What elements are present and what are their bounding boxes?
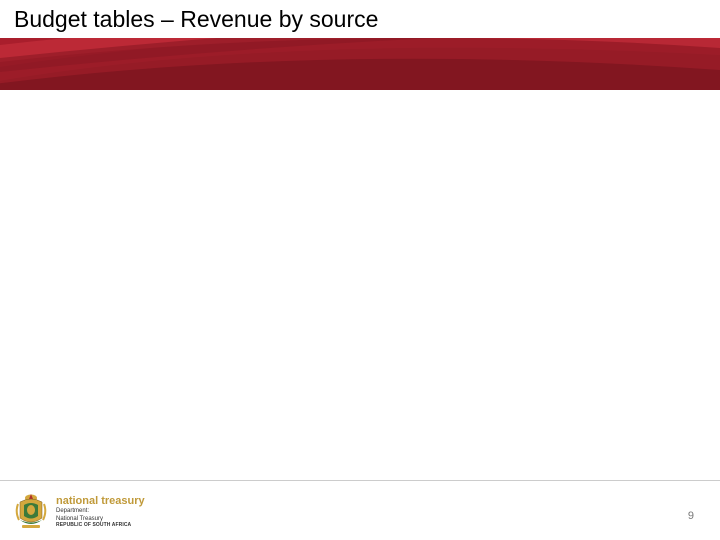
logo-dept-line: Department: [56, 508, 145, 515]
logo-text: national treasury Department: National T… [56, 495, 145, 529]
footer: national treasury Department: National T… [0, 480, 720, 540]
slide-title: Budget tables – Revenue by source [0, 6, 378, 33]
logo-block: national treasury Department: National T… [14, 492, 145, 532]
title-strip: Budget tables – Revenue by source [0, 0, 720, 38]
coat-of-arms-icon [14, 492, 48, 532]
logo-country-line: REPUBLIC OF SOUTH AFRICA [56, 523, 145, 529]
logo-brand-line: national treasury [56, 495, 145, 507]
page-number: 9 [688, 510, 694, 522]
logo-sub-line: National Treasury [56, 516, 145, 523]
slide: Budget tables – Revenue by source nation… [0, 0, 720, 540]
